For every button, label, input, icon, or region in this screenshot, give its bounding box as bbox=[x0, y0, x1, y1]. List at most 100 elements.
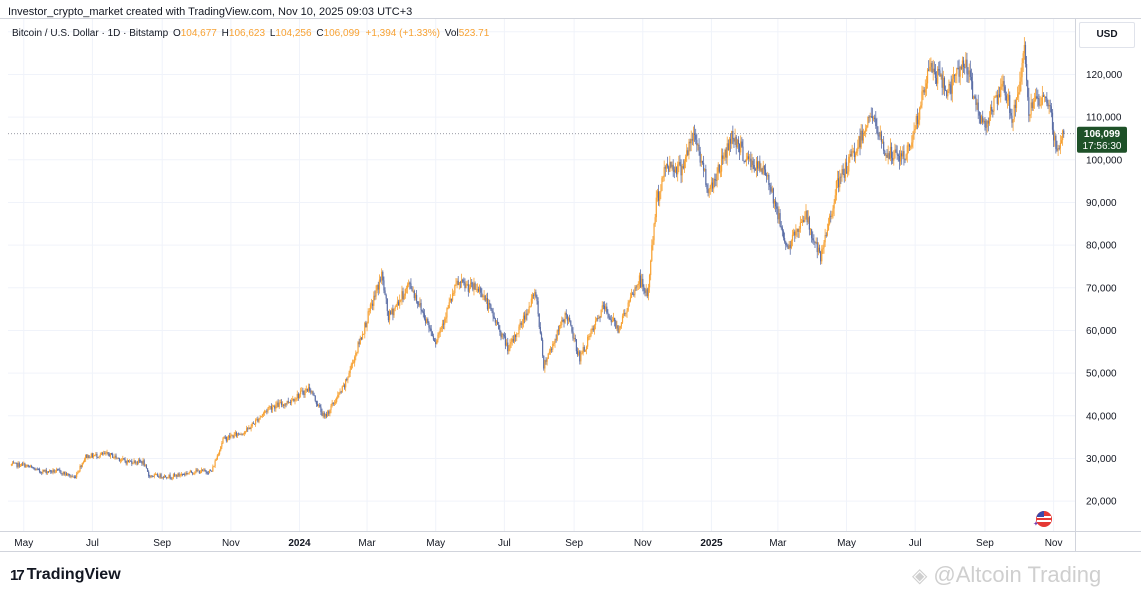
candle-body bbox=[698, 144, 700, 152]
candle-body bbox=[495, 321, 498, 323]
candle-body bbox=[141, 461, 143, 464]
candle-body bbox=[38, 469, 41, 472]
candle-body bbox=[339, 391, 341, 393]
tradingview-logo[interactable]: 17 TradingView bbox=[10, 566, 121, 584]
chart-frame[interactable] bbox=[0, 18, 1141, 552]
candle-body bbox=[580, 353, 582, 362]
candle-body bbox=[634, 287, 636, 295]
candle-body bbox=[268, 406, 270, 409]
candle-body bbox=[427, 319, 429, 323]
candle-body bbox=[289, 402, 292, 403]
candle-body bbox=[419, 302, 421, 306]
candle-body bbox=[959, 66, 961, 77]
candle-body bbox=[406, 284, 409, 289]
candle-body bbox=[391, 308, 393, 314]
candle-body bbox=[363, 333, 365, 335]
candle-body bbox=[430, 328, 432, 332]
candle-body bbox=[620, 322, 623, 327]
y-tick-label: 30,000 bbox=[1086, 454, 1117, 465]
candle-body bbox=[454, 284, 456, 293]
candle-body bbox=[113, 457, 115, 458]
candle-body bbox=[275, 404, 277, 409]
candle-body bbox=[829, 215, 831, 225]
high-value: 106,623 bbox=[228, 28, 266, 39]
candle-body bbox=[876, 125, 878, 133]
candle-body bbox=[661, 178, 663, 191]
candle-body bbox=[636, 285, 638, 288]
candle-body bbox=[197, 470, 199, 472]
candle-body bbox=[606, 306, 608, 313]
candle-body bbox=[439, 328, 441, 333]
candle-body bbox=[630, 293, 633, 298]
candle-body bbox=[301, 390, 303, 392]
candle-body bbox=[110, 453, 113, 454]
candle-body bbox=[709, 185, 711, 190]
currency-button[interactable]: USD bbox=[1079, 22, 1135, 48]
candle-body bbox=[370, 303, 373, 305]
candle-body bbox=[926, 69, 929, 84]
candle-body bbox=[436, 340, 438, 345]
candle-body bbox=[320, 406, 322, 412]
candle-body bbox=[273, 406, 275, 408]
candle-body bbox=[820, 251, 822, 262]
tradingview-mark-icon: 17 bbox=[10, 566, 25, 584]
candle-body bbox=[143, 460, 145, 467]
candle-body bbox=[629, 297, 632, 302]
candle-body bbox=[645, 289, 647, 293]
candle-body bbox=[361, 334, 364, 340]
symbol-name[interactable]: Bitcoin / U.S. Dollar · 1D · Bitstamp bbox=[12, 28, 169, 39]
candle-body bbox=[1024, 44, 1027, 65]
candle-body bbox=[886, 154, 888, 158]
candle-body bbox=[465, 284, 467, 289]
candle-body bbox=[724, 149, 726, 158]
candle-body bbox=[36, 468, 38, 470]
candle-body bbox=[1059, 142, 1061, 149]
candle-body bbox=[678, 162, 680, 165]
candle-body bbox=[970, 76, 973, 82]
candle-body bbox=[447, 307, 449, 309]
candle-body bbox=[545, 360, 547, 362]
candle-body bbox=[123, 458, 125, 460]
candle-body bbox=[717, 164, 719, 174]
candle-body bbox=[61, 473, 63, 475]
candle-body bbox=[1002, 81, 1004, 84]
candle-body bbox=[598, 317, 600, 319]
candle-body bbox=[369, 304, 372, 311]
candle-body bbox=[510, 341, 512, 344]
candle-body bbox=[1037, 98, 1039, 99]
candle-body bbox=[861, 130, 863, 141]
candle-body bbox=[650, 260, 652, 276]
candle-body bbox=[759, 161, 761, 171]
candle-body bbox=[781, 227, 783, 232]
candle-body bbox=[647, 287, 650, 297]
candle-body bbox=[26, 465, 28, 466]
candle-body bbox=[851, 151, 853, 157]
candle-body bbox=[159, 474, 161, 478]
candle-body bbox=[513, 334, 516, 342]
candle-body bbox=[627, 302, 629, 311]
candle-body bbox=[158, 476, 160, 478]
candle-body bbox=[684, 157, 687, 162]
x-tick-label: Nov bbox=[222, 538, 240, 549]
candle-body bbox=[222, 438, 224, 444]
candle-body bbox=[983, 120, 985, 123]
candle-body bbox=[537, 301, 539, 314]
candle-body bbox=[179, 475, 181, 476]
candle-body bbox=[663, 167, 665, 177]
candle-body bbox=[815, 241, 817, 243]
candle-body bbox=[422, 311, 424, 314]
candle-body bbox=[218, 450, 221, 455]
candle-body bbox=[457, 280, 459, 286]
candle-body bbox=[790, 240, 792, 249]
candle-body bbox=[988, 117, 991, 124]
candle-body bbox=[352, 362, 355, 364]
us-flag-icon[interactable]: ✦ bbox=[1032, 510, 1054, 528]
candle-body bbox=[18, 463, 20, 467]
candle-body bbox=[720, 155, 723, 172]
candle-body bbox=[122, 458, 124, 460]
candle-body bbox=[17, 463, 19, 467]
candle-body bbox=[1044, 96, 1046, 98]
candle-body bbox=[502, 333, 504, 335]
candle-body bbox=[902, 151, 904, 157]
